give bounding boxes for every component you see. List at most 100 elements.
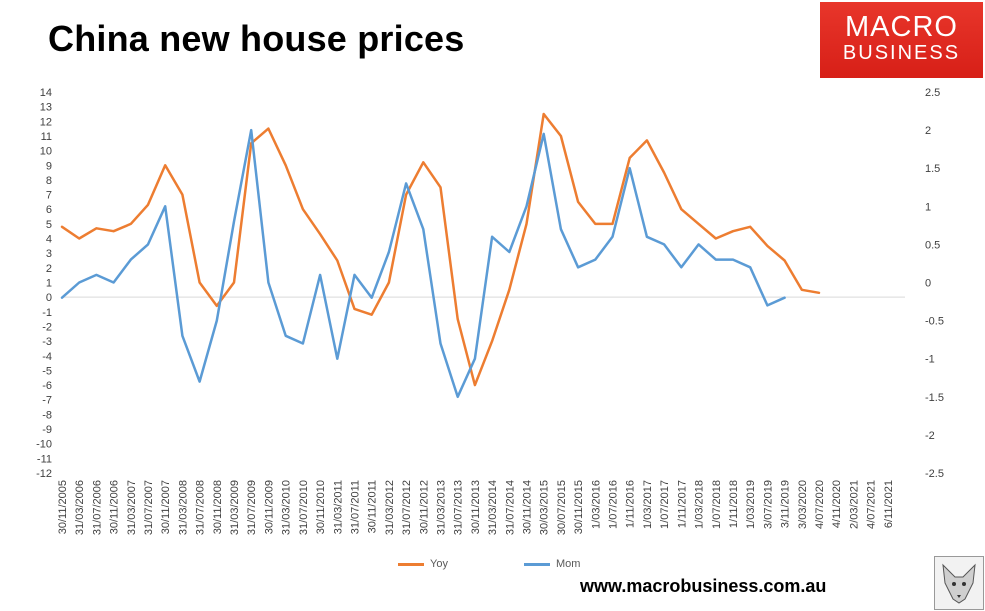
- x-tick-label: 2/03/2021: [848, 480, 860, 529]
- y-left-tick-label: 10: [40, 146, 52, 158]
- x-tick-label: 1/07/2017: [659, 480, 671, 529]
- x-tick-label: 31/03/2009: [229, 480, 241, 535]
- y-right-tick-label: -2: [925, 430, 935, 442]
- x-tick-label: 1/11/2017: [676, 480, 688, 528]
- y-left-tick-label: 5: [46, 219, 52, 231]
- x-tick-label: 31/03/2014: [487, 480, 499, 535]
- y-left-tick-label: -11: [37, 453, 52, 465]
- y-left-tick-label: -3: [42, 336, 52, 348]
- y-left-tick-label: -6: [42, 380, 52, 392]
- x-tick-label: 31/07/2010: [298, 480, 310, 535]
- x-tick-label: 4/07/2021: [866, 480, 878, 529]
- legend-item-mom: Mom: [524, 558, 580, 570]
- y-left-tick-label: 3: [46, 248, 52, 260]
- mom-swatch: [524, 562, 550, 566]
- x-tick-label: 30/11/2006: [109, 480, 121, 534]
- x-tick-label: 30/11/2005: [57, 480, 69, 534]
- x-tick-label: 31/07/2008: [195, 480, 207, 535]
- y-right-tick-label: 1: [925, 201, 931, 213]
- x-tick-label: 1/03/2018: [694, 480, 706, 529]
- logo-line-1: MACRO: [845, 11, 958, 43]
- x-tick-label: 3/07/2019: [762, 480, 774, 529]
- x-tick-label: 30/11/2007: [160, 480, 172, 534]
- x-tick-label: 30/11/2012: [418, 480, 430, 534]
- x-tick-label: 1/11/2018: [728, 480, 740, 528]
- y-left-tick-label: 0: [46, 292, 52, 304]
- y-right-tick-label: 0.5: [925, 239, 940, 251]
- x-tick-label: 31/03/2013: [435, 480, 447, 535]
- y-left-tick-label: -10: [36, 439, 52, 451]
- y-right-tick-label: -1: [925, 354, 935, 366]
- y-left-tick-label: -12: [36, 468, 52, 480]
- y-left-tick-label: -5: [42, 365, 52, 377]
- x-tick-label: 1/07/2018: [711, 480, 723, 529]
- series-line-yoy: [60, 112, 821, 387]
- x-tick-label: 30/11/2014: [522, 480, 534, 534]
- x-tick-label: 30/11/2015: [573, 480, 585, 534]
- y-right-tick-label: -1.5: [925, 392, 944, 404]
- x-tick-label: 31/07/2014: [504, 480, 516, 535]
- x-tick-label: 31/03/2012: [384, 480, 396, 535]
- x-tick-label: 31/07/2011: [349, 480, 361, 534]
- footer-url: www.macrobusiness.com.au: [580, 576, 827, 596]
- y-left-tick-label: 14: [40, 87, 52, 99]
- y-left-tick-label: 7: [46, 190, 52, 202]
- x-tick-label: 31/03/2010: [281, 480, 293, 535]
- x-tick-label: 30/11/2010: [315, 480, 327, 534]
- fox-logo-icon: [934, 556, 984, 610]
- series-line-mom: [60, 128, 786, 399]
- x-tick-label: 1/07/2016: [608, 480, 620, 529]
- legend-label-yoy: Yoy: [430, 558, 448, 570]
- x-tick-label: 31/07/2012: [401, 480, 413, 535]
- y-left-tick-label: 8: [46, 175, 52, 187]
- y-right-tick-label: 1.5: [925, 163, 940, 175]
- x-tick-label: 6/11/2021: [883, 480, 895, 528]
- y-right-tick-label: 2.5: [925, 87, 940, 99]
- x-tick-label: 31/07/2013: [453, 480, 465, 535]
- x-tick-label: 4/07/2020: [814, 480, 826, 529]
- y-left-tick-label: 6: [46, 204, 52, 216]
- y-left-tick-label: 1: [46, 278, 52, 290]
- y-left-tick-label: -2: [42, 321, 52, 333]
- x-tick-label: 1/03/2016: [590, 480, 602, 529]
- y-left-tick-label: 11: [41, 131, 52, 143]
- y-right-tick-label: -2.5: [925, 468, 944, 480]
- y-left-tick-label: -1: [42, 307, 52, 319]
- logo-line-2: BUSINESS: [842, 42, 961, 64]
- y-right-tick-label: 0: [925, 278, 931, 290]
- legend-item-yoy: Yoy: [398, 558, 448, 570]
- y-left-tick-label: 12: [40, 116, 52, 128]
- y-left-tick-label: -8: [42, 409, 52, 421]
- x-tick-label: 31/03/2007: [126, 480, 138, 535]
- x-tick-label: 30/07/2015: [556, 480, 568, 535]
- x-tick-label: 30/03/2015: [539, 480, 551, 535]
- y-left-tick-label: 4: [46, 234, 52, 246]
- y-left-tick-label: -9: [42, 424, 52, 436]
- x-tick-label: 30/11/2013: [470, 480, 482, 534]
- x-tick-label: 31/07/2007: [143, 480, 155, 535]
- x-tick-label: 1/03/2019: [745, 480, 757, 529]
- x-tick-label: 30/11/2008: [212, 480, 224, 534]
- yoy-swatch: [398, 562, 424, 566]
- x-tick-label: 31/03/2008: [177, 480, 189, 535]
- x-tick-label: 31/03/2006: [74, 480, 86, 535]
- x-tick-label: 30/11/2009: [263, 480, 275, 534]
- legend-label-mom: Mom: [556, 558, 581, 570]
- x-tick-label: 1/11/2016: [625, 480, 637, 528]
- y-left-tick-label: -4: [42, 351, 52, 363]
- chart-title: China new house prices: [48, 18, 465, 59]
- y-left-tick-label: 9: [46, 160, 52, 172]
- x-tick-label: 3/03/2020: [797, 480, 809, 529]
- y-left-tick-label: 13: [40, 102, 52, 114]
- x-tick-label: 4/11/2020: [831, 480, 843, 528]
- x-tick-label: 31/03/2011: [332, 480, 344, 534]
- macrobusiness-logo: MACRO BUSINESS: [820, 2, 983, 78]
- x-tick-label: 3/11/2019: [780, 480, 792, 528]
- x-tick-label: 31/07/2006: [91, 480, 103, 535]
- y-right-tick-label: -0.5: [925, 316, 944, 328]
- y-right-tick-label: 2: [925, 125, 931, 137]
- x-tick-label: 30/11/2011: [367, 480, 379, 533]
- x-tick-label: 1/03/2017: [642, 480, 654, 529]
- y-left-tick-label: -7: [42, 395, 52, 407]
